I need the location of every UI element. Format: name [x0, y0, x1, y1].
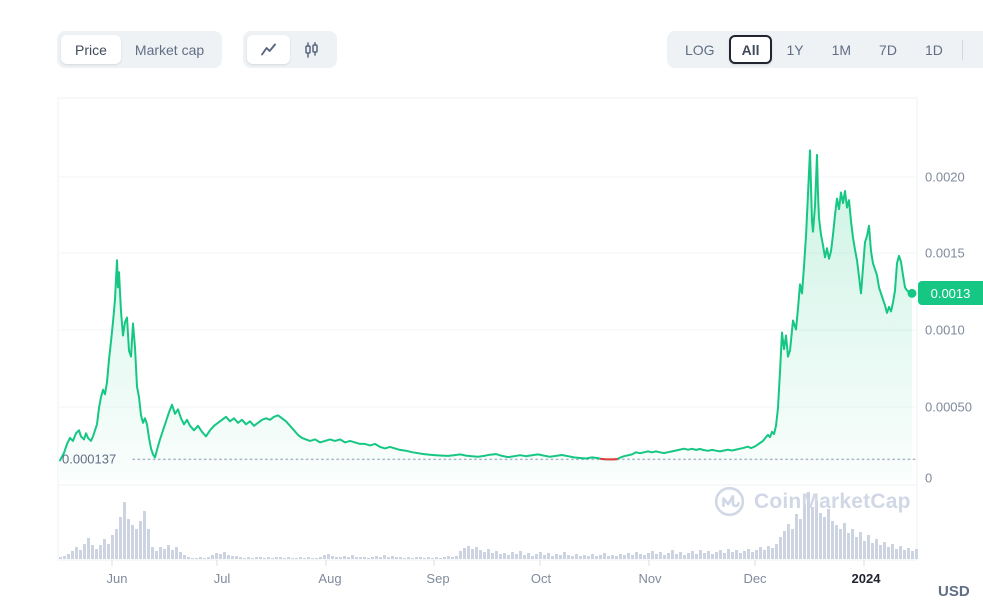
range-all-button[interactable]: All	[728, 35, 773, 64]
y-tick-label: 0.0010	[925, 322, 965, 338]
range-1d-button[interactable]: 1D	[911, 35, 957, 64]
y-tick-label: 0	[925, 470, 933, 486]
chart-type-toggle	[243, 31, 337, 68]
range-1y-button[interactable]: 1Y	[772, 35, 817, 64]
range-7d-button[interactable]: 7D	[865, 35, 911, 64]
x-tick-label: Sep	[426, 571, 450, 586]
chart-border	[57, 97, 918, 561]
range-log-button[interactable]: LOG	[671, 35, 729, 64]
low-price-segment	[600, 457, 618, 461]
x-tick-label: 2024	[851, 571, 881, 586]
unit-label: USD	[938, 583, 970, 600]
current-price-badge: 0.0013	[918, 281, 983, 306]
range-1m-button[interactable]: 1M	[818, 35, 865, 64]
separator	[961, 39, 963, 60]
price-line	[59, 149, 913, 462]
metric-toggle: Price Market cap	[57, 31, 223, 68]
market-cap-tab-button[interactable]: Market cap	[121, 35, 218, 64]
y-tick-label: 0.0020	[925, 169, 965, 185]
x-tick-label: Dec	[743, 571, 767, 586]
line-chart-type-button[interactable]	[247, 35, 290, 64]
line-chart-icon	[261, 43, 276, 56]
download-button[interactable]	[970, 35, 983, 64]
all-time-low-label: 0.000137	[62, 451, 117, 467]
range-toggle: LOG All 1Y 1M 7D 1D	[667, 31, 983, 68]
end-marker-dot	[907, 288, 917, 298]
candlestick-icon	[305, 41, 318, 58]
price-tab-button[interactable]: Price	[61, 35, 121, 64]
y-tick-label: 0.00050	[925, 399, 972, 415]
x-tick-label: Jul	[213, 571, 231, 586]
x-tick-label: Oct	[530, 571, 552, 586]
x-tick-label: Jun	[106, 571, 128, 586]
x-tick-label: Aug	[318, 571, 342, 586]
y-tick-label: 0.0015	[925, 245, 965, 261]
candlestick-chart-type-button[interactable]	[290, 35, 333, 64]
volume-bars	[59, 492, 918, 559]
price-area	[60, 150, 912, 481]
x-tick-label: Nov	[638, 571, 662, 586]
